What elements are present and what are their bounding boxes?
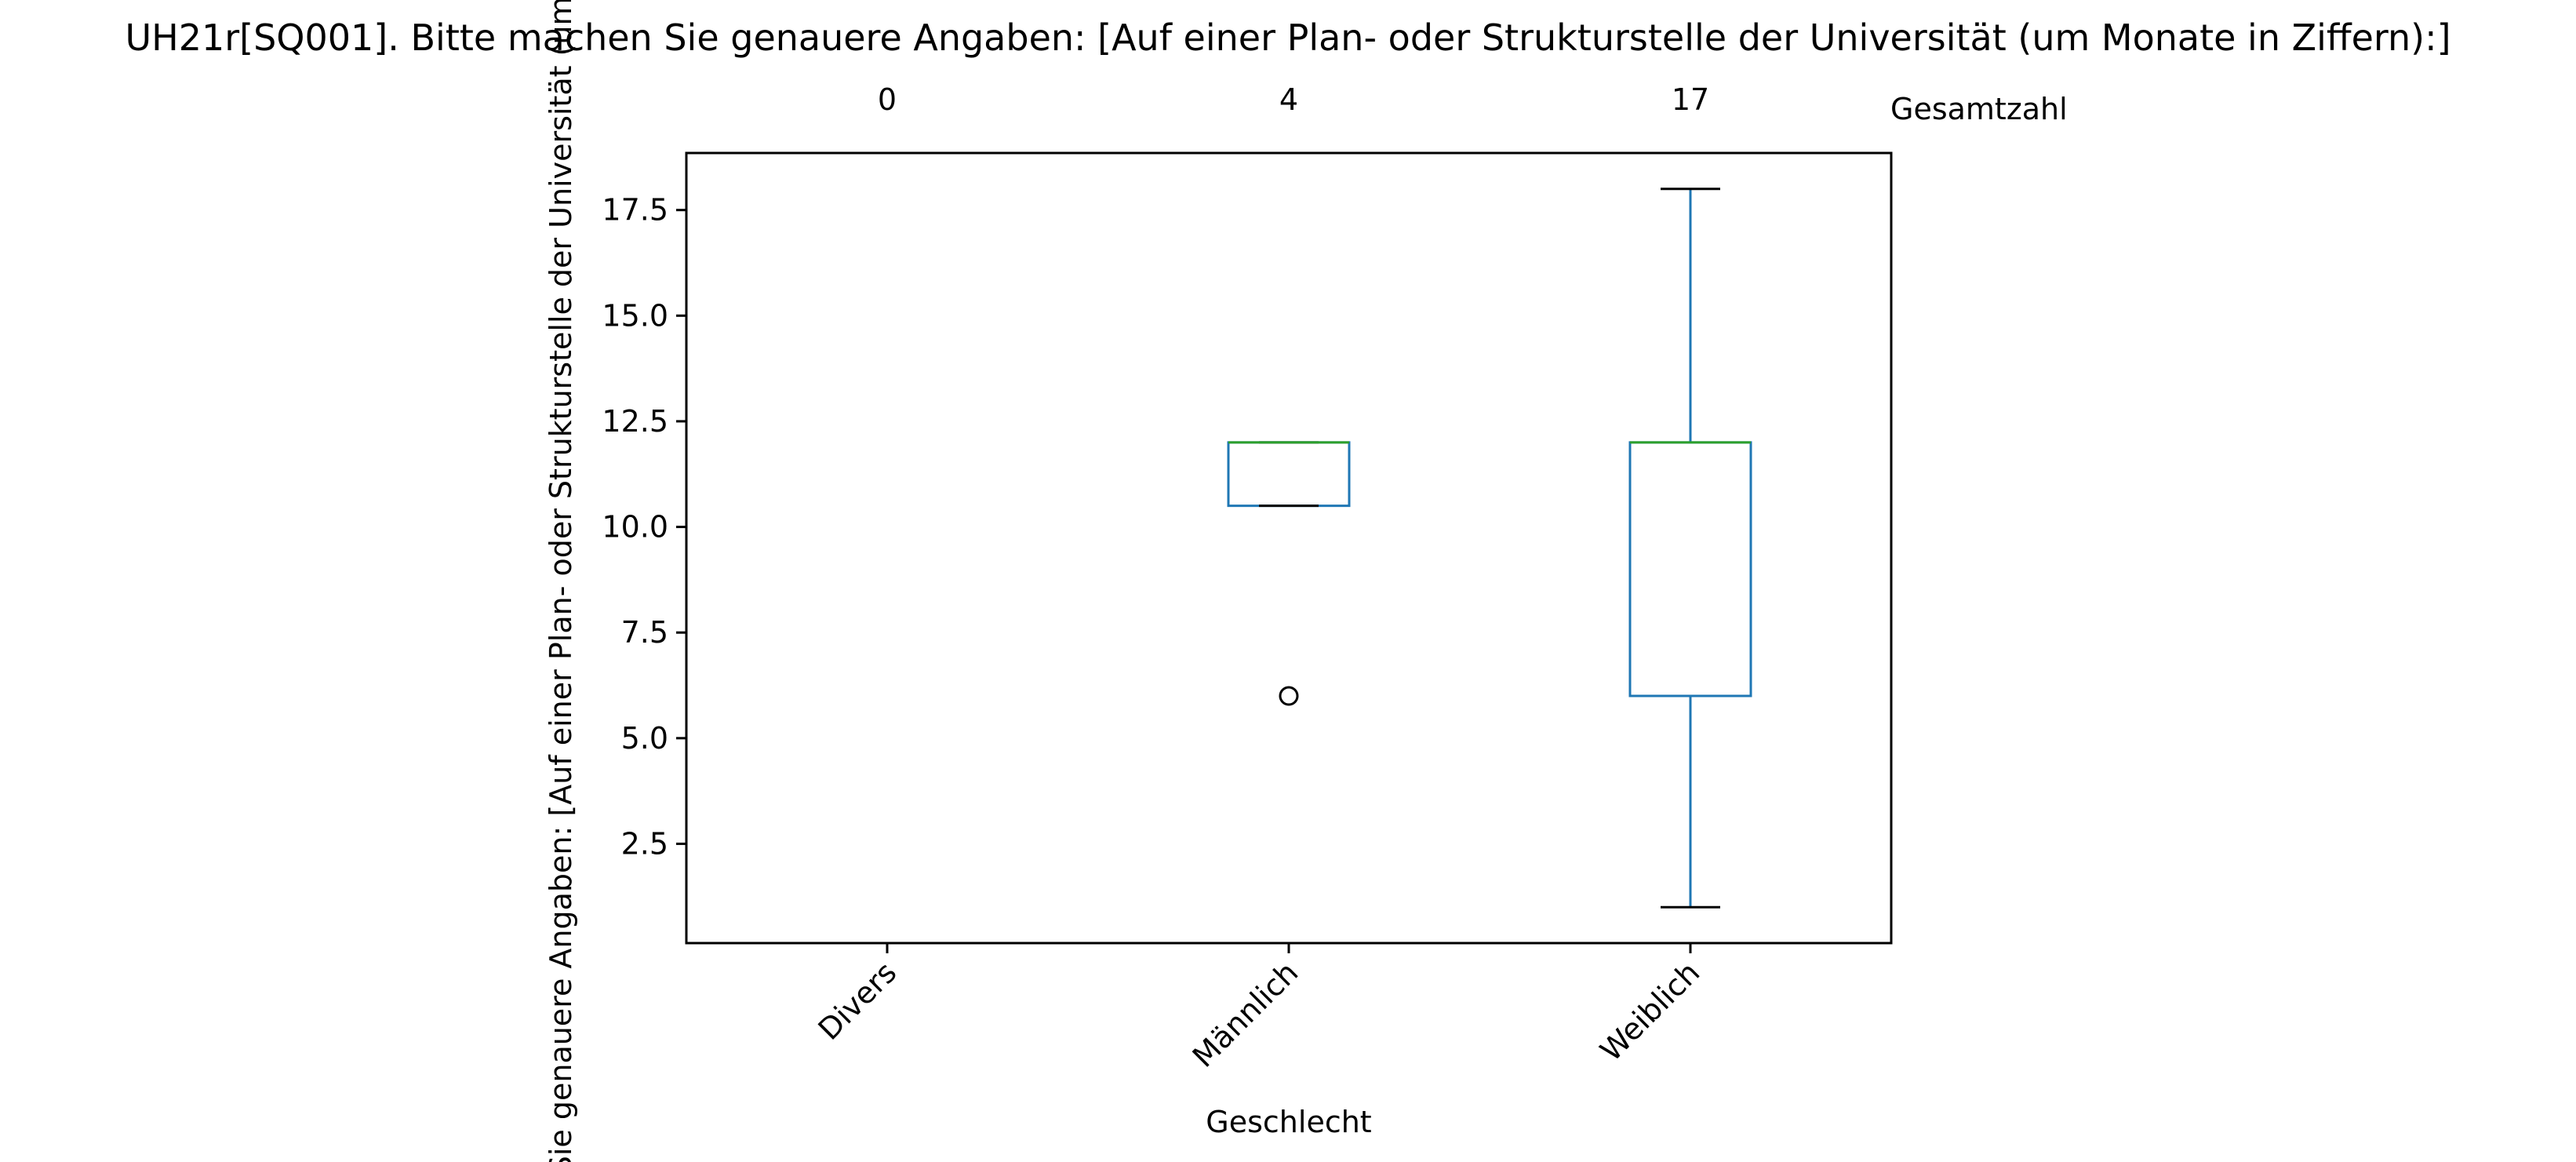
y-tick-label: 7.5 [621,615,668,650]
y-tick-label: 15.0 [602,298,668,333]
box-weiblich [1628,188,1752,909]
y-tick-label: 12.5 [602,404,668,439]
y-axis-ticks: 2.5 5.0 7.5 10.0 12.5 15.0 17.5 [602,193,686,861]
outlier-point [1279,686,1299,706]
y-tick-label: 5.0 [621,721,668,756]
y-tick-label: 10.0 [602,510,668,545]
counts-header-label: Gesamtzahl [1890,92,2068,126]
y-tick-label: 2.5 [621,826,668,861]
count-labels: 0 4 17 [878,82,1709,117]
chart-title: UH21r[SQ001]. Bitte machen Sie genauere … [125,16,2450,59]
box-männlich [1227,441,1351,706]
count-label: 4 [1279,82,1298,117]
count-label: 17 [1672,82,1709,117]
y-tick-label: 17.5 [602,193,668,228]
y-axis-label: UH21r[SQ001]. Bitte machen Sie genauere … [544,0,578,1162]
count-label: 0 [878,82,897,117]
x-axis-label: Geschlecht [1206,1105,1371,1139]
box-series [1227,188,1752,909]
